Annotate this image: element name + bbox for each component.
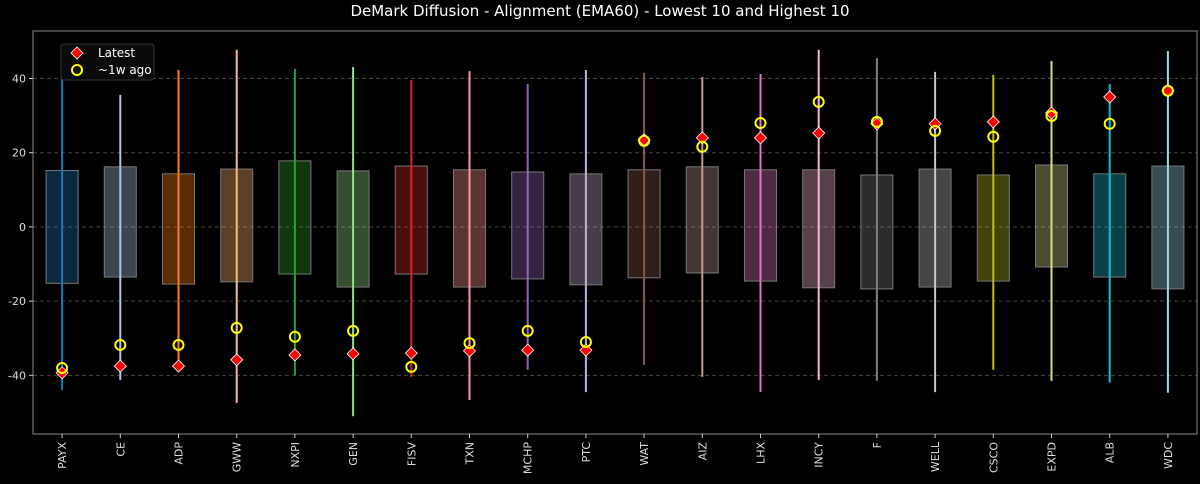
legend: Latest ~1w ago xyxy=(60,43,155,81)
latest-marker-WELL xyxy=(928,117,942,131)
x-tick-label: GEN xyxy=(347,442,360,466)
latest-marker-INCY xyxy=(812,126,826,140)
latest-marker-LHX xyxy=(753,131,768,145)
week-ago-marker-PAYX xyxy=(56,361,69,374)
latest-marker-CE xyxy=(113,359,127,373)
chart-title: DeMark Diffusion - Alignment (EMA60) - L… xyxy=(350,2,849,20)
x-tick-label: WELL xyxy=(929,441,942,472)
x-tick-label: WDC xyxy=(1162,442,1175,469)
x-tick-label: TXN xyxy=(464,442,477,465)
x-tick-label: GWW xyxy=(231,442,244,472)
y-tick-label: 20 xyxy=(12,147,26,160)
latest-marker-GEN xyxy=(346,347,360,361)
x-tick-label: F xyxy=(871,442,884,448)
week-ago-marker-FISV xyxy=(405,360,418,373)
boxes xyxy=(45,49,1185,417)
week-ago-marker-WDC xyxy=(1161,84,1174,97)
y-tick-label: 0 xyxy=(19,221,26,234)
latest-marker-EXPD xyxy=(1044,106,1059,120)
x-axis: PAYX CE ADP GWW NXPI GEN FISV TXN MCHP PTC WAT AIZ L… xyxy=(56,434,1175,474)
legend-label-latest: Latest xyxy=(98,46,135,60)
latest-marker-NXPI xyxy=(288,348,302,362)
legend-diamond-icon xyxy=(70,46,84,60)
latest-marker-FISV xyxy=(404,346,418,360)
latest-marker-ADP xyxy=(171,359,186,373)
week-ago-marker-EXPD xyxy=(1045,109,1058,122)
latest-marker-ALB xyxy=(1103,90,1117,104)
latest-marker-AIZ xyxy=(695,131,709,145)
x-tick-label: INCY xyxy=(813,442,826,468)
x-tick-label: LHX xyxy=(755,442,768,464)
x-tick-label: PAYX xyxy=(56,442,69,469)
week-ago-marker-ALB xyxy=(1103,117,1116,130)
week-ago-marker-INCY xyxy=(812,95,825,108)
week-ago-marker-AIZ xyxy=(696,140,709,153)
latest-marker-GWW xyxy=(230,353,244,367)
x-tick-label: WAT xyxy=(638,442,651,466)
markers xyxy=(55,84,1175,380)
week-ago-marker-GEN xyxy=(347,324,360,337)
x-tick-label: CSCO xyxy=(987,442,1000,473)
week-ago-marker-F xyxy=(870,115,883,128)
latest-marker-MCHP xyxy=(521,343,535,357)
y-axis: -40 -20 0 20 40 xyxy=(8,72,33,382)
x-tick-label: PTC xyxy=(580,442,593,463)
x-tick-label: MCHP xyxy=(522,442,535,474)
latest-marker-PTC xyxy=(579,343,593,357)
week-ago-marker-WAT xyxy=(638,134,651,147)
x-tick-label: FISV xyxy=(405,442,418,467)
y-tick-label: -40 xyxy=(8,369,26,382)
x-tick-label: CE xyxy=(114,442,127,457)
week-ago-marker-TXN xyxy=(463,337,476,350)
legend-label-week-ago: ~1w ago xyxy=(98,63,152,77)
week-ago-marker-CE xyxy=(114,338,127,351)
y-tick-label: -20 xyxy=(8,295,26,308)
x-tick-label: EXPD xyxy=(1046,442,1059,472)
x-tick-label: ALB xyxy=(1104,442,1117,463)
legend-circle-icon xyxy=(71,64,83,76)
y-tick-label: 40 xyxy=(12,72,26,85)
week-ago-marker-ADP xyxy=(172,338,185,351)
latest-marker-CSCO xyxy=(986,115,1000,129)
week-ago-marker-WELL xyxy=(929,124,942,137)
week-ago-marker-PTC xyxy=(579,335,592,348)
week-ago-marker-GWW xyxy=(230,321,243,334)
week-ago-marker-MCHP xyxy=(521,324,534,337)
gridlines xyxy=(33,77,1197,376)
x-tick-label: AIZ xyxy=(696,442,709,461)
x-tick-label: ADP xyxy=(173,442,186,465)
plot-frame xyxy=(32,30,1198,435)
week-ago-marker-CSCO xyxy=(987,130,1000,143)
week-ago-marker-LHX xyxy=(754,117,767,130)
legend-box xyxy=(60,43,155,81)
week-ago-marker-NXPI xyxy=(288,330,301,343)
x-tick-label: NXPI xyxy=(289,442,302,468)
